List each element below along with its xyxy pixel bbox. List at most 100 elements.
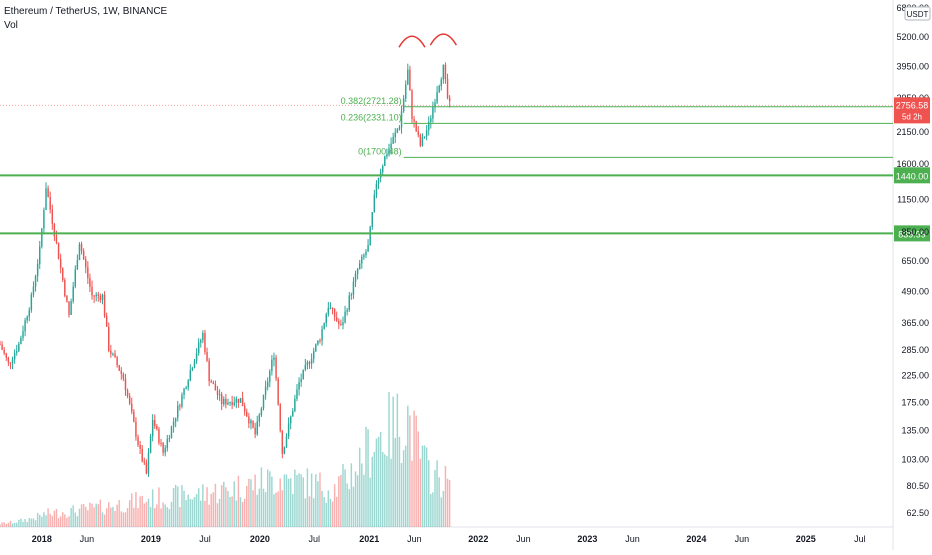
candle-body bbox=[356, 269, 359, 274]
volume-bar bbox=[183, 490, 185, 527]
candle-body bbox=[168, 437, 171, 440]
volume-bar bbox=[386, 456, 388, 527]
candle-body bbox=[436, 92, 438, 103]
volume-bar bbox=[128, 500, 131, 527]
candle-body bbox=[97, 294, 100, 296]
candle-body bbox=[116, 357, 118, 366]
volume-bar bbox=[156, 504, 158, 527]
volume-bar bbox=[135, 492, 137, 527]
candle-body bbox=[434, 102, 436, 108]
candle-body bbox=[373, 194, 376, 213]
candle-body bbox=[177, 405, 179, 418]
volume-bar bbox=[189, 499, 192, 527]
candle-body bbox=[292, 411, 294, 417]
candle-body bbox=[193, 361, 196, 368]
volume-bar bbox=[275, 492, 277, 527]
candle-body bbox=[34, 276, 37, 287]
volume-bar bbox=[398, 436, 401, 527]
candle-body bbox=[375, 184, 378, 195]
volume-bar bbox=[206, 487, 208, 527]
volume-bar bbox=[47, 508, 49, 527]
candle-body bbox=[183, 388, 185, 395]
candle-body bbox=[41, 228, 43, 247]
volume-bar bbox=[306, 468, 309, 527]
candle-body bbox=[105, 315, 108, 327]
price-tick-label: 5200.00 bbox=[896, 32, 929, 42]
candle-body bbox=[95, 294, 97, 297]
candle-body bbox=[39, 246, 41, 265]
price-tick-label: 650.00 bbox=[901, 256, 929, 266]
volume-bar bbox=[446, 478, 449, 527]
candle-body bbox=[26, 316, 28, 321]
plot-area bbox=[0, 0, 893, 550]
candle-body bbox=[367, 245, 369, 252]
candle-body bbox=[415, 121, 417, 132]
volume-bar bbox=[315, 474, 317, 527]
candle-body bbox=[396, 129, 399, 133]
candle-body bbox=[118, 365, 120, 371]
volume-bar bbox=[149, 507, 152, 527]
volume-bar bbox=[112, 506, 114, 527]
volume-bar bbox=[402, 450, 405, 527]
candle-body bbox=[210, 381, 212, 383]
volume-bar bbox=[39, 514, 41, 527]
volume-bar bbox=[66, 517, 68, 527]
candle-body bbox=[287, 423, 290, 437]
volume-bar bbox=[287, 478, 290, 527]
candle-body bbox=[128, 396, 131, 404]
candle-body bbox=[333, 308, 336, 318]
time-tick-label: Jun bbox=[625, 534, 640, 544]
candle-body bbox=[120, 370, 123, 374]
candle-body bbox=[124, 378, 127, 391]
candle-body bbox=[208, 360, 210, 382]
volume-bar bbox=[427, 460, 430, 527]
candle-body bbox=[195, 353, 198, 362]
candle-body bbox=[30, 294, 33, 310]
fib-level-label: 0(1700.48) bbox=[358, 146, 402, 156]
time-tick-label: Jun bbox=[516, 534, 531, 544]
candle-body bbox=[400, 111, 403, 128]
volume-bar bbox=[273, 494, 275, 527]
volume-bar bbox=[59, 516, 62, 527]
price-tick-label: 1600.00 bbox=[896, 159, 929, 169]
candle-body bbox=[381, 165, 384, 173]
candle-body bbox=[430, 118, 432, 122]
candle-body bbox=[369, 226, 371, 246]
volume-bar bbox=[68, 516, 70, 527]
volume-bar bbox=[93, 507, 95, 527]
candle-body bbox=[248, 416, 250, 424]
volume-bar bbox=[53, 510, 56, 527]
volume-bar bbox=[323, 496, 325, 527]
volume-bar bbox=[407, 405, 409, 527]
symbol-title[interactable]: Ethereum / TetherUS, 1W, BINANCE bbox=[4, 6, 168, 17]
candle-body bbox=[411, 90, 413, 120]
candle-body bbox=[233, 402, 235, 406]
candle-body bbox=[317, 340, 319, 345]
candle-body bbox=[425, 130, 428, 137]
price-tick-label: 175.00 bbox=[901, 397, 929, 407]
volume-bar bbox=[400, 463, 403, 527]
candle-body bbox=[187, 380, 189, 388]
candle-body bbox=[260, 408, 263, 415]
candle-body bbox=[419, 134, 422, 146]
candle-body bbox=[377, 177, 380, 185]
volume-indicator-label[interactable]: Vol bbox=[4, 20, 18, 31]
candle-body bbox=[327, 307, 330, 315]
volume-bar bbox=[327, 490, 330, 527]
volume-bar bbox=[294, 469, 296, 527]
candle-body bbox=[43, 210, 45, 229]
candle-body bbox=[223, 398, 225, 405]
candle-body bbox=[296, 389, 298, 399]
bar-countdown-label: 5d 2h bbox=[902, 112, 922, 121]
volume-bar bbox=[430, 494, 432, 527]
candle-body bbox=[275, 357, 277, 379]
currency-label: USDT bbox=[907, 10, 929, 19]
volume-bar bbox=[379, 432, 382, 527]
volume-bar bbox=[91, 503, 93, 527]
volume-bar bbox=[283, 474, 286, 527]
volume-bar bbox=[292, 494, 294, 527]
volume-bar bbox=[122, 512, 125, 527]
volume-bar bbox=[97, 504, 100, 527]
